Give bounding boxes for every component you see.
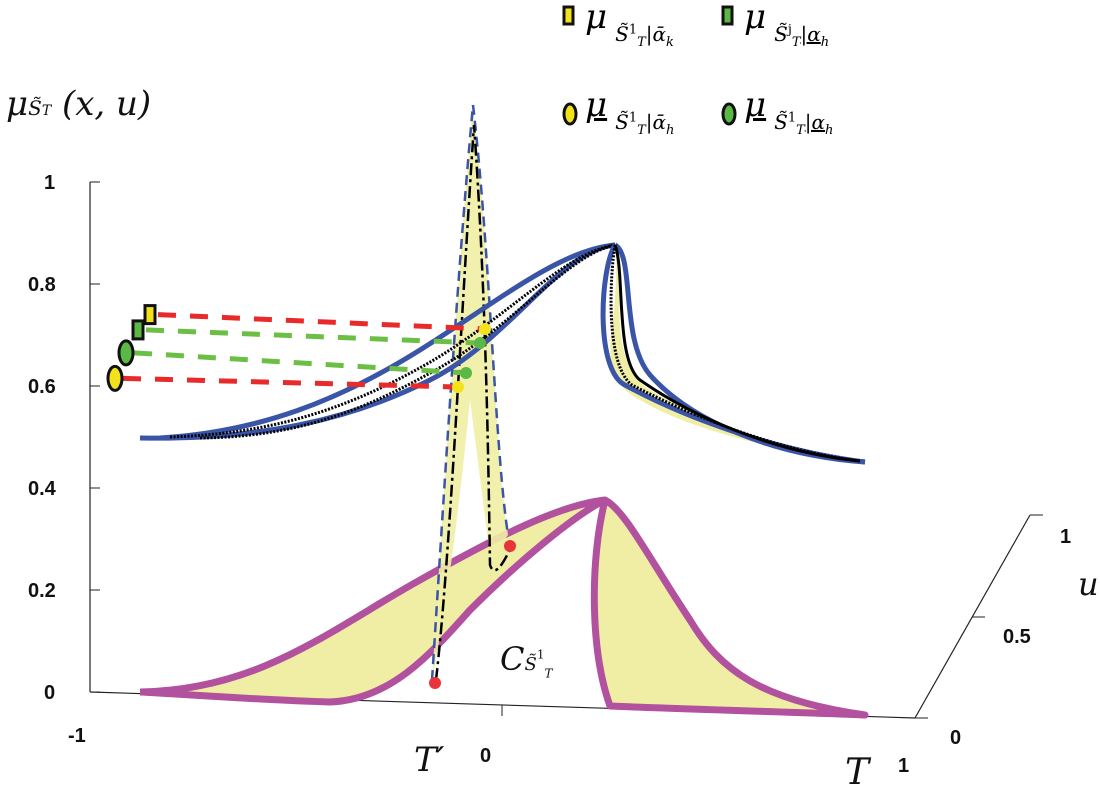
y-tick-label: 0.2 [28, 580, 56, 602]
upper-left-black2 [199, 243, 616, 440]
u-tick-label: 0 [950, 727, 961, 749]
y-tick-label: 0 [44, 682, 55, 704]
upper-right-outer [613, 242, 866, 465]
projection-line [145, 327, 481, 346]
intersection-point [474, 337, 486, 349]
x-tick-label: 0 [480, 745, 491, 767]
spike-outline-left [430, 104, 475, 681]
intersection-point [460, 367, 472, 379]
legend-marker-ellipse-yellow [562, 102, 578, 126]
legend-marker-rect-green [721, 5, 734, 26]
y-tick-label: 0.4 [28, 478, 57, 500]
u-tick-label: 1 [1060, 526, 1071, 548]
spike-inner [434, 124, 514, 681]
legend-marker-ellipse-green [721, 102, 737, 126]
upper-left-outer [139, 242, 616, 441]
membership-marker-rect [143, 304, 157, 326]
footprint-label: CS̃1T [500, 640, 553, 681]
x-tick-label: 1 [898, 755, 909, 777]
legend-symbol: μ [585, 85, 608, 125]
x-tick-label: -1 [68, 725, 86, 747]
legend-entry: μ S̃1T|ᾱk [585, 0, 674, 50]
upper-left-black1 [169, 243, 616, 439]
legend-entry: μ S̃1T|αh [744, 88, 833, 138]
projection-line [133, 350, 467, 376]
legend-subscript: S̃jT|αh [774, 22, 830, 50]
x-axis-label: T [845, 752, 870, 793]
legend-subscript: S̃1T|ᾱh [615, 110, 675, 138]
y-tick-label: 0.6 [28, 376, 56, 398]
legend-symbol: μ [744, 85, 767, 125]
spike-outline-right [471, 104, 510, 536]
membership-marker-ellipse [117, 339, 135, 367]
legend-marker-rect-yellow [562, 5, 575, 26]
upper-right-black1 [613, 244, 861, 463]
footprint-point [429, 677, 441, 689]
membership-marker-ellipse [106, 364, 124, 392]
y-axis-label: μS̃T (x, u) [6, 84, 152, 124]
legend-entry: μ S̃1T|ᾱh [585, 88, 674, 138]
legend-subscript: S̃1T|αh [774, 110, 834, 138]
footprint-point [504, 540, 516, 552]
y-tick-label: 0.8 [28, 274, 56, 296]
u-axis-label: u [1078, 565, 1099, 603]
intersection-point [479, 323, 491, 335]
upper-left-inner [159, 242, 616, 441]
y-tick-label: 1 [44, 172, 55, 194]
legend-symbol: μ [744, 0, 767, 37]
legend-subscript: S̃1T|ᾱk [615, 22, 674, 50]
intersection-point [452, 381, 464, 393]
projection-line [122, 375, 459, 390]
membership-marker-rect [131, 319, 145, 341]
footprint-outline [139, 496, 869, 719]
legend-symbol: μ [585, 0, 608, 37]
upper-right-black2 [609, 244, 861, 463]
projection-line [157, 312, 486, 332]
legend-entry: μ S̃jT|αh [744, 0, 829, 50]
u-tick-label: 0.5 [1003, 626, 1031, 648]
footprint-right-fill [594, 500, 865, 715]
t-prime-label: T′ [414, 740, 445, 780]
